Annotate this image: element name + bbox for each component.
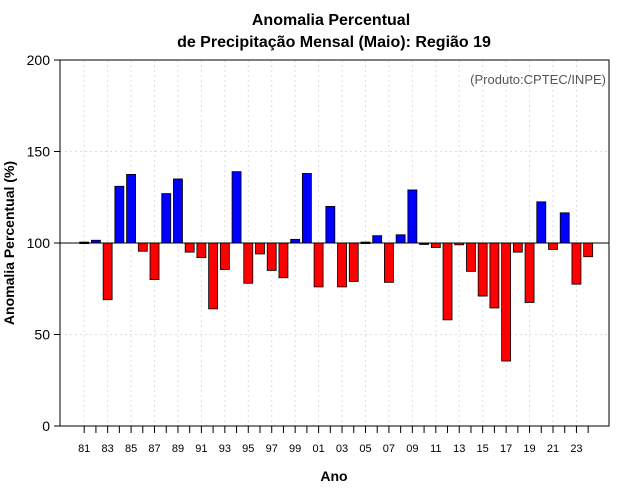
bar-1993	[219, 242, 230, 270]
bar-1995	[243, 242, 254, 284]
grid-lines	[60, 60, 609, 426]
x-tick-label: 21	[547, 443, 559, 455]
y-tick-label: 200	[27, 52, 51, 68]
bar-1991	[196, 242, 207, 259]
bar-1986	[137, 242, 148, 252]
bar-2006	[372, 235, 383, 244]
y-tick-label: 50	[34, 327, 50, 343]
bar-1988	[161, 193, 172, 244]
x-tick-label: 05	[359, 443, 371, 455]
bar-1994	[231, 171, 242, 244]
bar-2007	[384, 242, 394, 283]
bar-2021	[548, 242, 558, 250]
bar-1997	[266, 242, 277, 271]
x-tick-label: 93	[219, 443, 231, 455]
x-axis-label: Ano	[320, 468, 347, 484]
bar-1996	[255, 242, 265, 255]
x-tick-label: 99	[289, 443, 301, 455]
x-tick-label: 95	[242, 443, 254, 455]
bar-2004	[348, 242, 359, 282]
x-tick-label: 17	[500, 443, 512, 455]
chart-title-line-2: de Precipitação Mensal (Maio): Região 19	[177, 34, 491, 51]
bar-1987	[149, 242, 160, 280]
bar-2020	[536, 201, 547, 244]
x-tick-label: 13	[453, 443, 465, 455]
bar-2000	[301, 173, 312, 244]
bar-2019	[524, 242, 535, 303]
bar-2009	[407, 189, 418, 244]
bar-2002	[325, 205, 336, 244]
product-credit: (Produto:CPTEC/INPE)	[470, 72, 606, 87]
x-tick-label: 01	[312, 443, 324, 455]
bar-2012	[442, 242, 453, 321]
y-axis-label: Anomalia Percentual (%)	[1, 161, 17, 325]
bar-2023	[571, 242, 582, 285]
bar-2008	[395, 234, 406, 244]
x-tick-label: 83	[102, 443, 114, 455]
y-tick-label: 0	[42, 418, 50, 434]
bar-2014	[466, 242, 476, 272]
bar-1984	[114, 185, 125, 244]
x-tick-label: 91	[195, 443, 207, 455]
bar-2001	[313, 242, 324, 288]
chart-title-line-1: Anomalia Percentual	[252, 12, 410, 29]
x-tick-label: 03	[336, 443, 348, 455]
x-tick-label: 87	[148, 443, 160, 455]
x-tick-label: 23	[570, 443, 582, 455]
bar-1985	[126, 173, 136, 244]
bar-2018	[512, 242, 523, 253]
bar-2017	[501, 242, 512, 362]
bar-2015	[477, 242, 488, 297]
bar-1998	[278, 242, 289, 279]
bar-2003	[337, 242, 347, 288]
x-tick-label: 89	[172, 443, 184, 455]
x-tick-label: 97	[266, 443, 278, 455]
bar-2016	[489, 242, 500, 309]
bar-1999	[290, 238, 301, 244]
x-tick-label: 11	[430, 443, 441, 455]
y-axis-ticks: 0 50 100 150 200	[27, 52, 60, 434]
x-tick-label: 15	[477, 443, 489, 455]
bar-2011	[430, 242, 441, 248]
bars-group	[79, 171, 594, 362]
x-axis-ticks: 81 83 85 87 89 91 93 95 97 99 01 03 05 07 09 11 13 15 17 19…	[78, 426, 589, 455]
bar-1989	[173, 178, 183, 244]
y-tick-label: 150	[27, 144, 51, 160]
x-tick-label: 19	[523, 443, 535, 455]
x-tick-label: 81	[78, 443, 90, 455]
bar-1992	[208, 242, 219, 310]
x-tick-label: 85	[125, 443, 137, 455]
bar-1983	[102, 242, 113, 301]
x-tick-label: 07	[383, 443, 395, 455]
y-tick-label: 100	[27, 235, 51, 251]
bar-1990	[184, 242, 195, 253]
x-tick-label: 09	[406, 443, 418, 455]
bar-2024	[583, 242, 594, 258]
bar-2022	[559, 212, 570, 244]
